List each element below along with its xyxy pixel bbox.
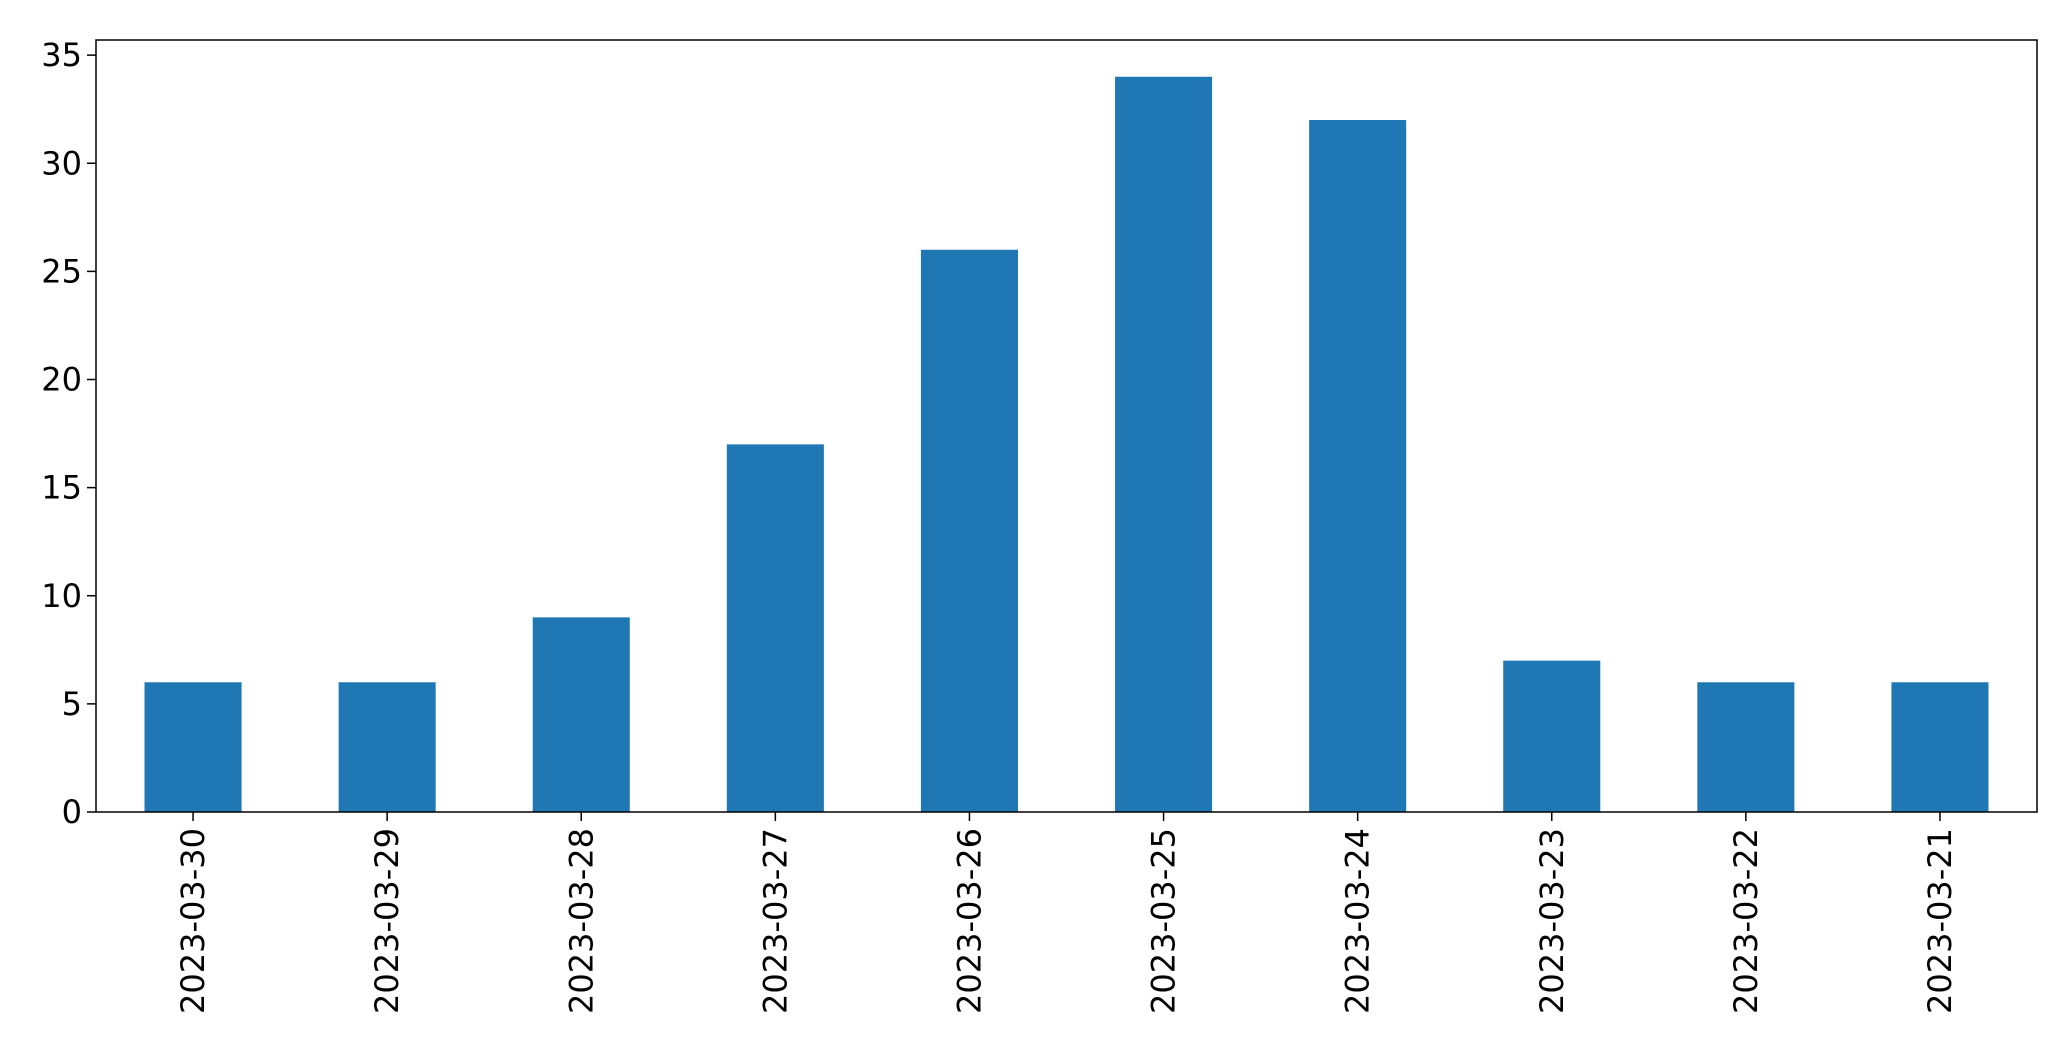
x-tick-label: 2023-03-29 xyxy=(368,828,406,1014)
x-tick-label: 2023-03-30 xyxy=(174,828,212,1014)
x-tick-label: 2023-03-23 xyxy=(1533,828,1571,1014)
bar-2023-03-21 xyxy=(1891,682,1989,812)
y-tick-label: 5 xyxy=(62,685,82,723)
x-tick-label: 2023-03-22 xyxy=(1727,828,1765,1014)
bars-group xyxy=(144,76,1989,813)
bar-2023-03-24 xyxy=(1309,120,1407,812)
y-tick-label: 10 xyxy=(41,577,82,615)
y-tick-label: 15 xyxy=(41,469,82,507)
bar-2023-03-22 xyxy=(1697,682,1795,812)
bar-2023-03-26 xyxy=(920,249,1018,813)
y-tick-label: 25 xyxy=(41,252,82,290)
bar-2023-03-25 xyxy=(1115,76,1213,812)
y-tick-label: 30 xyxy=(41,144,82,182)
bar-2023-03-28 xyxy=(532,617,630,812)
bar-2023-03-30 xyxy=(144,682,242,812)
x-tick-label: 2023-03-24 xyxy=(1339,828,1377,1014)
y-tick-label: 20 xyxy=(41,361,82,399)
plot-frame xyxy=(95,39,2038,813)
y-axis: 0 5 10 15 20 25 30 35 xyxy=(41,36,96,831)
bar-2023-03-23 xyxy=(1503,660,1601,812)
y-tick-label: 35 xyxy=(41,36,82,74)
x-tick-label: 2023-03-21 xyxy=(1921,828,1959,1014)
x-tick-label: 2023-03-28 xyxy=(562,828,600,1014)
y-tick-label: 0 xyxy=(62,793,82,831)
x-tick-label: 2023-03-25 xyxy=(1145,828,1183,1014)
x-tick-label: 2023-03-27 xyxy=(756,828,794,1014)
bar-2023-03-27 xyxy=(726,444,824,812)
x-axis: 2023-03-30 2023-03-29 2023-03-28 2023-03-27… xyxy=(174,812,1959,1014)
x-tick-label: 2023-03-26 xyxy=(950,828,988,1014)
bar-2023-03-29 xyxy=(338,682,436,812)
